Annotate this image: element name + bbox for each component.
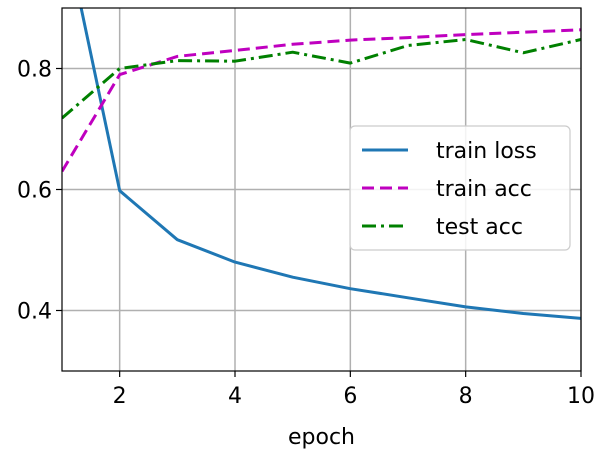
x-tick-label: 8 [459, 384, 473, 409]
y-tick-label: 0.4 [17, 300, 52, 325]
y-tick-label: 0.6 [17, 179, 52, 204]
ticks: 2 4 6 8 10 0.4 0.6 0.8 [17, 58, 595, 410]
series-line-train-acc [62, 28, 581, 173]
series-line-test-acc [62, 38, 581, 120]
legend-box [349, 125, 571, 251]
x-tick-label: 10 [567, 384, 595, 409]
y-tick-label: 0.8 [17, 58, 52, 83]
legend-label: train loss [436, 139, 537, 164]
x-tick-label: 4 [228, 384, 242, 409]
x-axis-label: epoch [288, 425, 355, 450]
x-tick-label: 6 [343, 384, 357, 409]
legend-label: train acc [436, 177, 532, 202]
series-group [62, 8, 581, 320]
legend-label: test acc [436, 215, 523, 240]
legend: train loss train acc test acc [349, 125, 571, 251]
x-tick-label: 2 [113, 384, 127, 409]
series-line-train-loss [79, 8, 581, 320]
